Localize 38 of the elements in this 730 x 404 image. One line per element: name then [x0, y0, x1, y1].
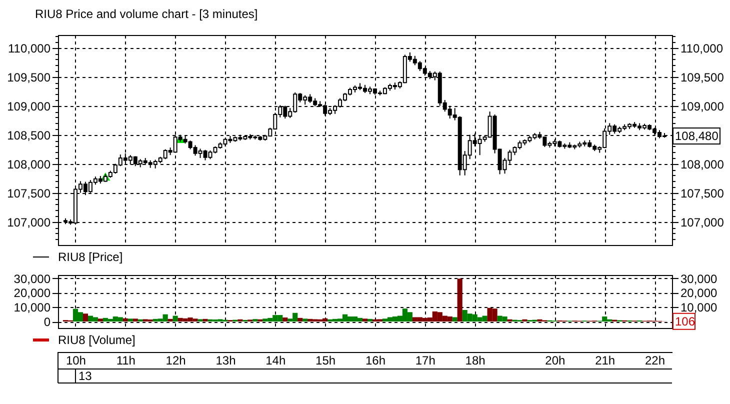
y2-tick-label: 107,500: [680, 186, 724, 200]
y-tick-label: 107,000: [7, 215, 51, 230]
x-tick-label: 12h: [166, 354, 186, 368]
y2-tick-label: 110,000: [680, 41, 724, 56]
x-tick-label: 20h: [545, 354, 566, 368]
x-tick-label: 16h: [365, 354, 386, 368]
annotation: 106: [675, 314, 696, 328]
legend-label: RIU8 [Price]: [58, 250, 123, 264]
y2-tick-label: 108,000: [680, 157, 724, 172]
y-tick-label: 30,000: [14, 272, 51, 286]
y2-tick-label: 107,000: [680, 215, 724, 230]
y-tick-label: 108,500: [7, 128, 51, 142]
y-tick-label: 20,000: [14, 286, 51, 300]
series-label: RIU8 [Volume]: [58, 333, 136, 347]
y-tick-label: 109,000: [7, 99, 51, 114]
x-tick-label: 17h: [415, 354, 436, 368]
x-tick-label: 10h: [66, 354, 86, 368]
x-tick-label: 13h: [216, 354, 236, 368]
text: 108,480: [675, 128, 719, 143]
y2-tick-label: 109,500: [680, 70, 724, 84]
x-tick-label: 22h: [645, 354, 666, 368]
y-tick-label: 0: [44, 315, 51, 330]
text: 13: [78, 369, 92, 383]
y2-tick-label: 20,000: [680, 286, 718, 300]
y2-tick-label: 10,000: [680, 300, 718, 315]
x-tick-label: 21h: [595, 354, 616, 368]
y-tick-label: 110,000: [8, 41, 51, 56]
chart-title: RIU8 Price and volume chart - [3 minutes]: [35, 7, 258, 22]
x-tick-label: 14h: [266, 354, 286, 368]
x-tick-label: 18h: [465, 354, 486, 368]
y2-tick-label: 30,000: [680, 272, 718, 286]
y2-tick-label: 109,000: [680, 99, 724, 114]
y-tick-label: 10,000: [14, 300, 51, 315]
x-tick-label: 15h: [316, 354, 336, 368]
x-tick-label: 11h: [116, 354, 136, 368]
y-tick-label: 108,000: [7, 157, 51, 172]
y-tick-label: 107,500: [7, 186, 51, 200]
y-tick-label: 109,500: [7, 70, 51, 84]
